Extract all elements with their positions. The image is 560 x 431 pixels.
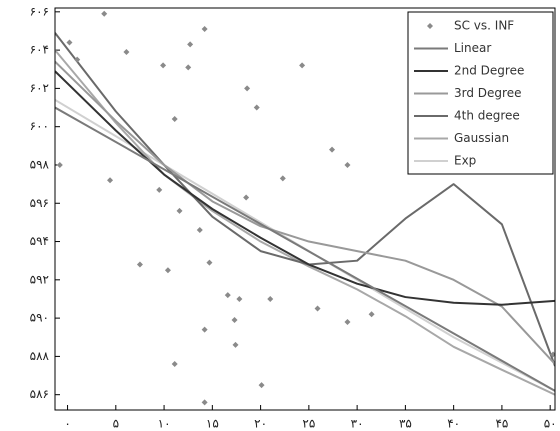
point [164, 267, 171, 274]
point [368, 311, 375, 318]
point [299, 62, 306, 69]
legend-label: Exp [454, 154, 476, 168]
legend-label: 4th degree [454, 109, 520, 123]
point [56, 161, 63, 168]
y-tick-label: ۵۹۸ [30, 157, 50, 171]
x-tick-label: ۲۵ [302, 417, 315, 431]
point [201, 26, 208, 33]
point [185, 64, 192, 71]
point [243, 194, 250, 201]
legend-label: SC vs. INF [454, 19, 514, 33]
point [136, 261, 143, 268]
point [187, 41, 194, 48]
point [329, 146, 336, 153]
point [206, 259, 213, 266]
legend-label: 3rd Degree [454, 86, 521, 100]
x-tick-label: ۴۰ [447, 417, 460, 431]
point [74, 56, 81, 63]
point [232, 341, 239, 348]
x-tick-label: ۵ [113, 417, 119, 431]
y-tick-label: ۶۰۶ [30, 4, 49, 18]
point [224, 292, 231, 299]
x-tick-label: ۳۰ [351, 417, 364, 431]
fit-line [55, 60, 555, 365]
y-tick-label: ۵۹۶ [30, 196, 49, 210]
point [101, 10, 108, 17]
fit-line [55, 49, 555, 396]
legend-marker [427, 23, 433, 29]
plot [55, 10, 555, 406]
legend: SC vs. INF Linear 2nd Degree 3rd Degree 4th … [407, 11, 554, 175]
y-tick-label: ۵۸۶ [30, 387, 49, 401]
point [171, 116, 178, 123]
y-tick-label: ۵۹۲ [30, 272, 49, 286]
x-tick-label: ۱۵ [206, 417, 219, 431]
point [231, 317, 238, 324]
x-tick-label: ۳۵ [399, 417, 412, 431]
x-tick-label: ۴۵ [495, 417, 508, 431]
y-tick-label: ۶۰۴ [30, 43, 49, 57]
point [267, 295, 274, 302]
legend-label: Linear [454, 41, 491, 55]
point [258, 382, 265, 389]
point [253, 104, 260, 111]
point [201, 326, 208, 333]
plot-frame [54, 7, 556, 411]
y-tick-label: ۵۹۴ [30, 234, 49, 248]
y-tick-label: ۶۰۰ [30, 119, 49, 133]
point [550, 351, 555, 358]
x-tick-label: ۱۰ [158, 417, 171, 431]
legend-label: Gaussian [454, 131, 509, 145]
legend-label: 2nd Degree [454, 64, 524, 78]
point [171, 361, 178, 368]
fit-line [55, 106, 555, 392]
point [196, 227, 203, 234]
point [244, 85, 251, 92]
y-tick-label: ۶۰۲ [30, 81, 49, 95]
point [160, 62, 167, 69]
y-tick-label: ۵۸۸ [30, 349, 50, 363]
point [314, 305, 321, 312]
point [279, 175, 286, 182]
point [344, 161, 351, 168]
point [66, 39, 73, 46]
point [201, 399, 208, 406]
point [344, 318, 351, 325]
point [156, 186, 163, 193]
point [123, 49, 130, 56]
x-tick-label: ۵۰ [544, 417, 557, 431]
point [236, 295, 243, 302]
y-tick-label: ۵۹۰ [30, 311, 49, 325]
x-tick-label: ۲۰ [254, 417, 267, 431]
point [176, 207, 183, 214]
x-tick-label: ۰ [64, 417, 70, 431]
point [107, 177, 114, 184]
